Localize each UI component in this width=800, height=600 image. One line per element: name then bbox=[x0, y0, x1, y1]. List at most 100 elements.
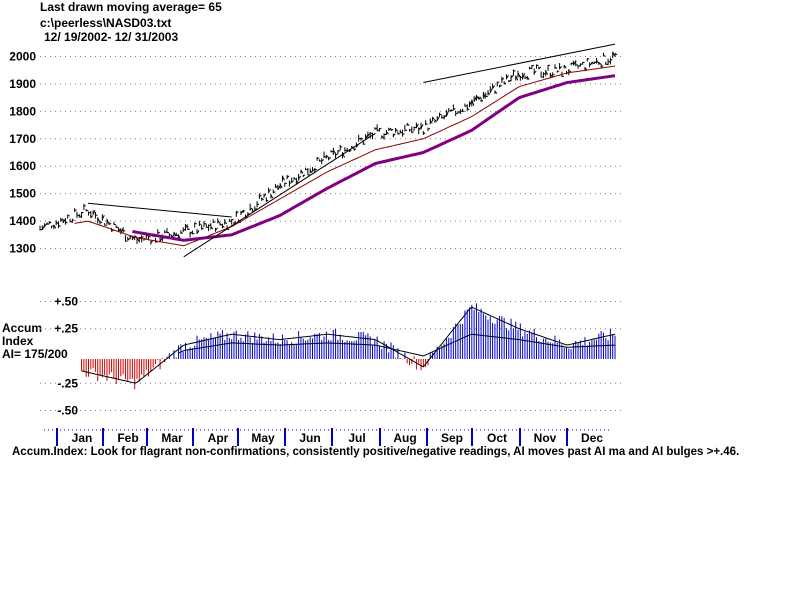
price-bar-close-tick bbox=[106, 219, 110, 225]
price-bar-close-tick bbox=[596, 59, 599, 64]
price-bar-close-tick bbox=[568, 69, 572, 73]
price-bar-close-tick bbox=[610, 58, 613, 61]
price-bar-close-tick bbox=[316, 157, 320, 159]
price-bar-close-tick bbox=[109, 223, 112, 225]
month-label-jul: Jul bbox=[348, 431, 365, 445]
price-bar-close-tick bbox=[44, 223, 47, 227]
price-bar-close-tick bbox=[275, 185, 278, 189]
price-bar-close-tick bbox=[439, 113, 442, 116]
price-bar-close-tick bbox=[429, 119, 433, 124]
price-bar-close-tick bbox=[215, 227, 218, 231]
price-bar-close-tick bbox=[506, 75, 509, 79]
price-bar-close-tick bbox=[524, 76, 528, 79]
price-bar-close-tick bbox=[464, 105, 468, 107]
price-bar-close-tick bbox=[420, 124, 424, 129]
price-bar-close-tick bbox=[612, 51, 616, 57]
price-bar-close-tick bbox=[365, 135, 369, 139]
price-bar-close-tick bbox=[65, 221, 68, 224]
month-label-aug: Aug bbox=[393, 431, 416, 445]
price-bar-close-tick bbox=[328, 156, 332, 160]
price-bar-close-tick bbox=[520, 76, 523, 79]
price-bar-close-tick bbox=[425, 123, 428, 125]
price-bar-close-tick bbox=[279, 184, 283, 189]
price-bar-close-tick bbox=[587, 58, 590, 60]
price-bar-close-tick bbox=[173, 232, 177, 237]
price-bar-close-tick bbox=[381, 135, 385, 139]
price-bar-close-tick bbox=[189, 231, 193, 235]
price-bar-close-tick bbox=[545, 71, 549, 75]
ai-tick-label: +.50 bbox=[54, 294, 78, 308]
ai-tick-label: -.25 bbox=[57, 376, 78, 390]
price-bar-close-tick bbox=[600, 65, 604, 68]
price-bar-close-tick bbox=[127, 237, 131, 241]
price-bar-close-tick bbox=[222, 225, 225, 228]
price-bar-close-tick bbox=[482, 92, 486, 99]
price-bar-close-tick bbox=[62, 219, 66, 223]
price-bar-close-tick bbox=[148, 235, 151, 238]
price-bar-close-tick bbox=[240, 210, 244, 214]
price-bar-close-tick bbox=[526, 76, 530, 80]
price-bar-close-tick bbox=[501, 77, 505, 81]
price-bar-close-tick bbox=[120, 228, 124, 233]
price-tick-label: 1800 bbox=[9, 104, 36, 118]
trendline bbox=[183, 132, 376, 258]
price-bar-close-tick bbox=[182, 228, 186, 232]
price-bar-close-tick bbox=[229, 220, 232, 222]
price-bar-close-tick bbox=[529, 67, 532, 70]
price-bar-close-tick bbox=[249, 207, 253, 211]
price-bar-close-tick bbox=[270, 194, 274, 199]
price-bar-close-tick bbox=[367, 133, 371, 137]
price-bar-close-tick bbox=[441, 116, 445, 119]
price-bar-close-tick bbox=[471, 99, 475, 106]
price-tick-label: 1300 bbox=[9, 242, 36, 256]
month-label-nov: Nov bbox=[534, 431, 557, 445]
price-bar-close-tick bbox=[374, 127, 378, 130]
price-bar-close-tick bbox=[175, 234, 179, 237]
price-bar-close-tick bbox=[489, 88, 493, 93]
price-tick-label: 1600 bbox=[9, 159, 36, 173]
price-bar-close-tick bbox=[406, 123, 410, 126]
chart-title-line1: Last drawn moving average= 65 bbox=[40, 0, 222, 14]
chart-title-line2: c:\peerless\NASD03.txt bbox=[40, 16, 172, 30]
price-bar-close-tick bbox=[353, 148, 357, 151]
ai-line bbox=[81, 306, 616, 384]
month-label-mar: Mar bbox=[161, 431, 183, 445]
ai-label-line1: Accum bbox=[2, 321, 43, 335]
price-bar-close-tick bbox=[312, 168, 315, 172]
price-bar-close-tick bbox=[434, 119, 438, 123]
price-bar-close-tick bbox=[379, 127, 382, 130]
price-bar-close-tick bbox=[517, 72, 521, 78]
price-bar-close-tick bbox=[349, 150, 352, 152]
price-bar-close-tick bbox=[55, 221, 59, 225]
ai-label-line2: Index bbox=[2, 334, 34, 348]
price-bar-close-tick bbox=[460, 110, 463, 112]
price-bar-close-tick bbox=[344, 149, 348, 152]
price-bar-close-tick bbox=[309, 170, 313, 174]
price-bar-close-tick bbox=[473, 96, 477, 102]
price-bar-close-tick bbox=[515, 75, 519, 81]
price-tick-label: 1900 bbox=[9, 77, 36, 91]
price-bar-close-tick bbox=[476, 95, 479, 99]
price-bar-close-tick bbox=[554, 66, 558, 69]
price-bar-close-tick bbox=[358, 137, 361, 140]
price-bar-close-tick bbox=[219, 223, 223, 226]
price-bar-close-tick bbox=[510, 75, 514, 79]
price-bar-close-tick bbox=[268, 188, 272, 193]
price-bar-close-tick bbox=[614, 52, 618, 56]
price-bar-close-tick bbox=[196, 230, 200, 234]
ai-label-line3: AI= 175/200 bbox=[2, 347, 68, 361]
price-bar-close-tick bbox=[335, 153, 338, 156]
price-bar-close-tick bbox=[90, 215, 94, 219]
price-bar-close-tick bbox=[286, 175, 290, 178]
trendline bbox=[87, 202, 232, 218]
price-bar-close-tick bbox=[282, 175, 285, 181]
price-bar-close-tick bbox=[540, 76, 544, 78]
month-label-feb: Feb bbox=[117, 431, 138, 445]
price-bar-close-tick bbox=[598, 62, 602, 65]
month-label-jun: Jun bbox=[299, 431, 320, 445]
month-label-may: May bbox=[251, 431, 275, 445]
price-bar-close-tick bbox=[423, 132, 426, 135]
price-bar-close-tick bbox=[298, 175, 302, 180]
price-bar-close-tick bbox=[432, 117, 435, 120]
